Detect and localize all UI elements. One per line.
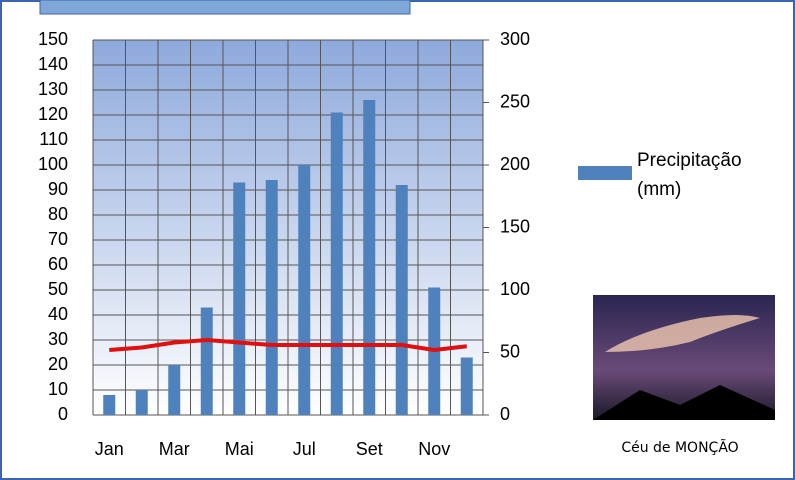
y-tick-label: 80 <box>48 204 68 224</box>
bar <box>363 100 376 415</box>
bar <box>330 112 343 415</box>
line <box>109 338 467 352</box>
bar <box>265 180 278 415</box>
image-caption: Céu de MONÇÃO <box>621 440 739 456</box>
bar <box>298 165 311 415</box>
legend-swatch <box>578 166 632 180</box>
y-tick-label: 110 <box>39 129 68 149</box>
bar <box>168 365 181 415</box>
x-tick-label: Nov <box>418 439 450 459</box>
y2-tick-label: 250 <box>500 91 530 111</box>
y-tick-label: 10 <box>48 379 68 399</box>
y2-tick-label: 50 <box>500 341 520 361</box>
bar <box>233 182 246 415</box>
y-tick-label: 40 <box>48 304 68 324</box>
y-tick-label: 150 <box>38 29 68 49</box>
y-tick-label: 100 <box>38 154 68 174</box>
y-tick-label: 70 <box>48 229 68 249</box>
y-tick-label: 20 <box>48 354 68 374</box>
y-tick-label: 120 <box>38 104 68 124</box>
y-tick-label: 90 <box>48 179 68 199</box>
x-tick-label: Mai <box>225 439 254 459</box>
bar <box>200 307 213 415</box>
y-tick-label: 130 <box>38 79 68 99</box>
bar <box>135 390 148 415</box>
bar <box>103 395 116 415</box>
y-tick-label: 30 <box>48 329 68 349</box>
sky-photo <box>593 295 775 420</box>
top-image-strip <box>39 0 411 15</box>
y-tick-label: 0 <box>58 404 68 424</box>
y2-tick-label: 0 <box>500 404 510 424</box>
x-tick-label: Jan <box>95 439 124 459</box>
y2-tick-label: 200 <box>500 154 530 174</box>
x-tick-label: Set <box>356 439 383 459</box>
x-tick-label: Jul <box>293 439 316 459</box>
y2-tick-label: 150 <box>500 216 530 236</box>
x-tick-label: Mar <box>159 439 190 459</box>
y-tick-label: 140 <box>38 54 68 74</box>
y2-tick-label: 300 <box>500 29 530 49</box>
bar <box>460 357 473 415</box>
y-tick-label: 60 <box>48 254 68 274</box>
bar <box>395 185 408 415</box>
legend-label: Precipitação (mm) <box>637 150 742 200</box>
y-tick-label: 50 <box>48 279 68 299</box>
y2-tick-label: 100 <box>500 279 530 299</box>
